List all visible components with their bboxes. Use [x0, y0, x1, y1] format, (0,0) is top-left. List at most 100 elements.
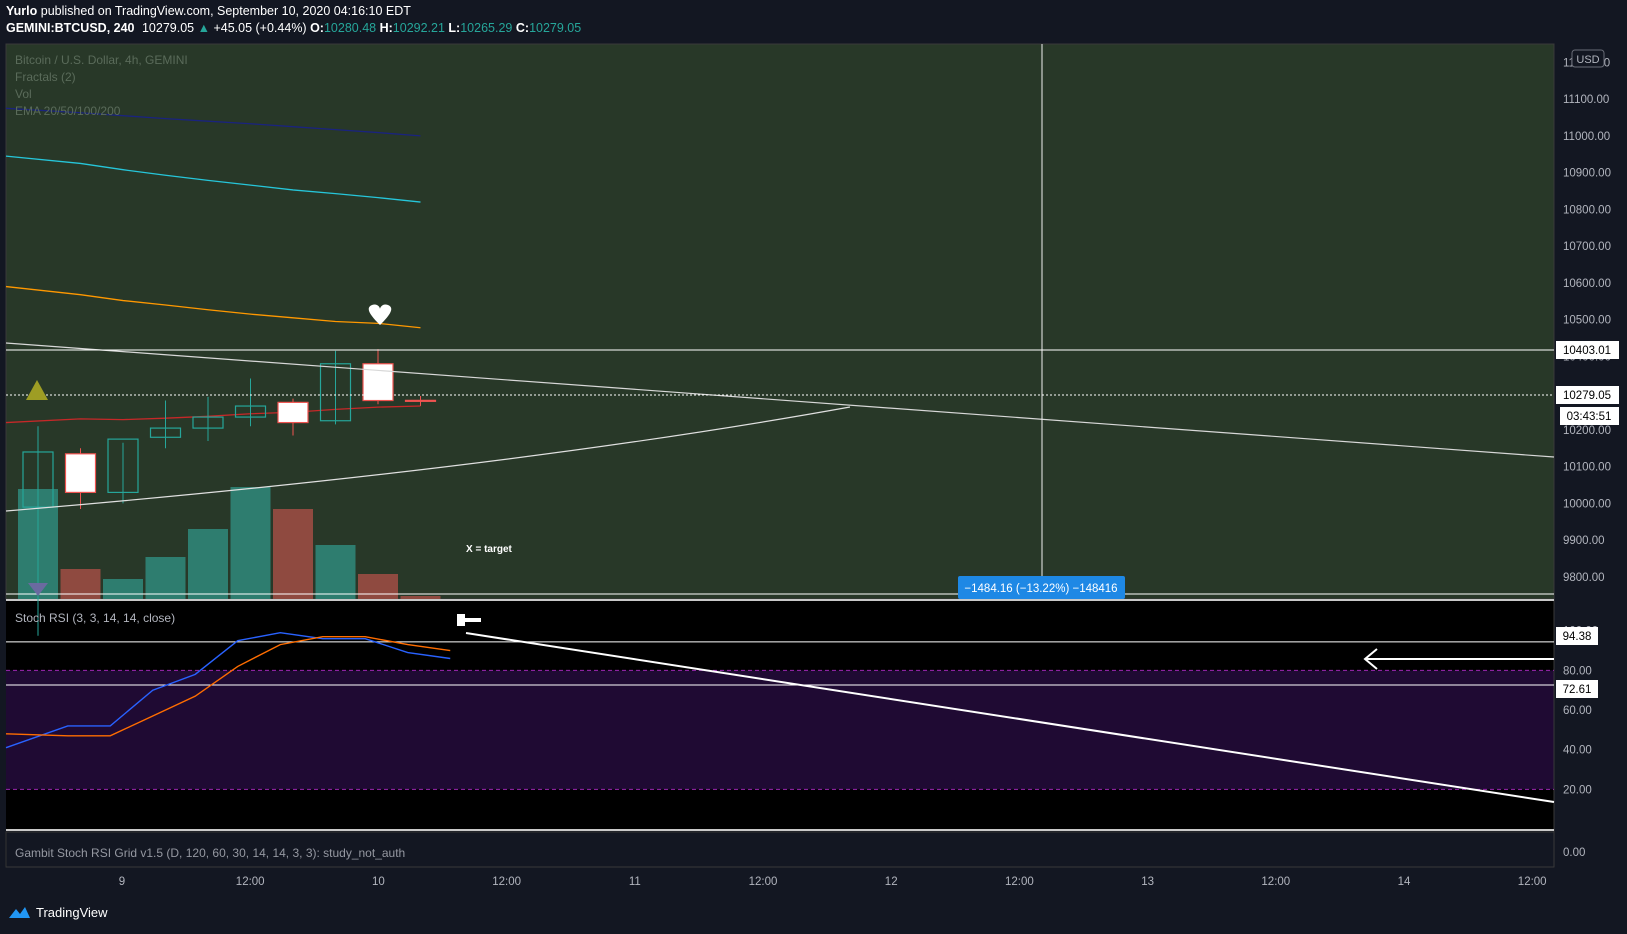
candle-body[interactable]: [149, 427, 182, 438]
candle-body[interactable]: [277, 401, 309, 424]
volume-bar[interactable]: [103, 579, 143, 599]
time-tick-label: 12:00: [236, 876, 265, 888]
ema-line[interactable]: [5, 107, 421, 137]
price-change: +45.05 (+0.44%): [213, 21, 307, 35]
volume-bar[interactable]: [315, 545, 356, 599]
stoch-tick-label: 60.00: [1563, 705, 1592, 717]
symbol-label: GEMINI:BTCUSD, 240: [6, 21, 135, 35]
candle-body[interactable]: [107, 438, 139, 494]
time-tick-label: 12:00: [492, 876, 521, 888]
time-tick-label: 12: [885, 876, 898, 888]
time-tick-label: 12:00: [1005, 876, 1034, 888]
high-label: H:: [379, 21, 393, 35]
candle-body[interactable]: [64, 453, 97, 494]
tradingview-cloud-icon: [9, 907, 30, 918]
symbol-legend-title[interactable]: Bitcoin / U.S. Dollar, 4h, GEMINI: [15, 53, 188, 67]
price-tick-label: 10500.00: [1563, 315, 1611, 327]
gambit-legend[interactable]: Gambit Stoch RSI Grid v1.5 (D, 120, 60, …: [15, 846, 405, 860]
ema-line[interactable]: [5, 155, 421, 203]
price-tick-label: 10800.00: [1563, 204, 1611, 216]
price-scale[interactable]: [1554, 44, 1627, 867]
descending-trendline[interactable]: [5, 342, 1555, 458]
time-tick-label: 12:00: [749, 876, 778, 888]
stoch-low-label-box: [1556, 680, 1598, 698]
measure-label-box[interactable]: [958, 576, 1125, 599]
time-tick-label: 12:00: [1518, 876, 1547, 888]
volume-bar[interactable]: [230, 487, 271, 599]
open-value: 10280.48: [323, 21, 377, 35]
curved-support-drawing[interactable]: [5, 406, 851, 512]
stoch-legend[interactable]: Stoch RSI (3, 3, 14, 14, close): [15, 611, 175, 625]
volume-bar[interactable]: [145, 557, 186, 599]
last-price: 10279.05: [141, 21, 195, 35]
time-tick-label: 10: [372, 876, 385, 888]
ema-line[interactable]: [5, 405, 421, 424]
gambit-value-label: 0.00: [1563, 847, 1585, 859]
price-tick-label: 10600.00: [1563, 278, 1611, 290]
volume-bar[interactable]: [188, 529, 228, 599]
currency-badge-box[interactable]: [1571, 49, 1605, 68]
price-tick-label: 11000.00: [1563, 131, 1610, 143]
time-tick-label: 14: [1398, 876, 1411, 888]
time-tick-label: 9: [119, 876, 125, 888]
open-label: O:: [310, 21, 324, 35]
ema-line[interactable]: [5, 285, 421, 329]
stoch-tick-label: 20.00: [1563, 784, 1592, 796]
ema-legend[interactable]: EMA 20/50/100/200: [15, 104, 121, 118]
chart-canvas[interactable]: 9800.00 9900.00 10000.00 10100.00 10200.00 10…: [0, 0, 1627, 900]
price-tick-label: 10000.00: [1563, 498, 1611, 510]
candle-body[interactable]: [192, 416, 224, 429]
fractals-legend[interactable]: Fractals (2): [15, 70, 76, 84]
measure-label: −1484.16 (−13.22%) −148416: [964, 583, 1117, 595]
stoch-line[interactable]: [5, 632, 451, 749]
stoch-band-fill: [6, 670, 1554, 790]
stoch-drawing-icon[interactable]: [457, 614, 481, 626]
volume-bar[interactable]: [273, 509, 313, 599]
vol-legend[interactable]: Vol: [15, 87, 32, 101]
tradingview-logo[interactable]: TradingView: [6, 904, 108, 920]
candle-body[interactable]: [319, 363, 352, 422]
time-tick-label: 11: [629, 876, 641, 888]
price-tick-label: 10200.00: [1563, 425, 1611, 437]
time-tick-label: 12:00: [1261, 876, 1290, 888]
author-name[interactable]: Yurlo: [6, 4, 38, 18]
price-tick-label: 10100.00: [1563, 462, 1611, 474]
price-tick-label: 10700.00: [1563, 241, 1611, 253]
left-arrow-icon[interactable]: [1363, 648, 1554, 670]
target-annotation[interactable]: X = target: [466, 544, 513, 555]
volume-bar[interactable]: [400, 596, 441, 599]
fractal-up-triangle-icon: [26, 380, 48, 400]
countdown-label: 03:43:51: [1567, 411, 1612, 423]
candle-body[interactable]: [404, 399, 437, 402]
price-tick-label: 11100.00: [1563, 94, 1609, 106]
stoch-line[interactable]: [5, 635, 451, 737]
countdown-label-box: [1560, 407, 1619, 425]
stoch-tick-label: 80.00: [1563, 665, 1592, 677]
stoch-trendline[interactable]: [465, 632, 1555, 803]
last-price-label: 10279.05: [1563, 390, 1611, 402]
price-tick-label: 9900.00: [1563, 535, 1605, 547]
volume-bar[interactable]: [358, 574, 398, 599]
up-arrow-icon: ▲: [197, 21, 210, 35]
stoch-tick-label: 40.00: [1563, 745, 1592, 757]
candle-body[interactable]: [234, 405, 267, 418]
heart-icon: [368, 304, 392, 325]
footer-brand: TradingView: [36, 904, 108, 920]
stoch-low-label: 72.61: [1563, 684, 1592, 696]
stoch-high-label-box: [1556, 627, 1598, 645]
level-price-label: 10403.01: [1563, 345, 1611, 357]
currency-badge: USD: [1576, 54, 1599, 66]
publish-info: published on TradingView.com, September …: [40, 4, 411, 18]
last-price-label-box: [1556, 386, 1619, 404]
high-value: 10292.21: [392, 21, 445, 35]
time-tick-label: 13: [1141, 876, 1154, 888]
candle-body[interactable]: [22, 451, 54, 508]
level-price-label-box: [1556, 341, 1619, 359]
price-tick-label: 10900.00: [1563, 168, 1611, 180]
close-value: 10279.05: [529, 21, 582, 35]
price-tick-label: 9800.00: [1563, 572, 1605, 584]
stoch-high-label: 94.38: [1563, 631, 1592, 643]
close-label: C:: [515, 21, 530, 35]
low-value: 10265.29: [460, 21, 513, 35]
low-label: L:: [448, 21, 461, 35]
